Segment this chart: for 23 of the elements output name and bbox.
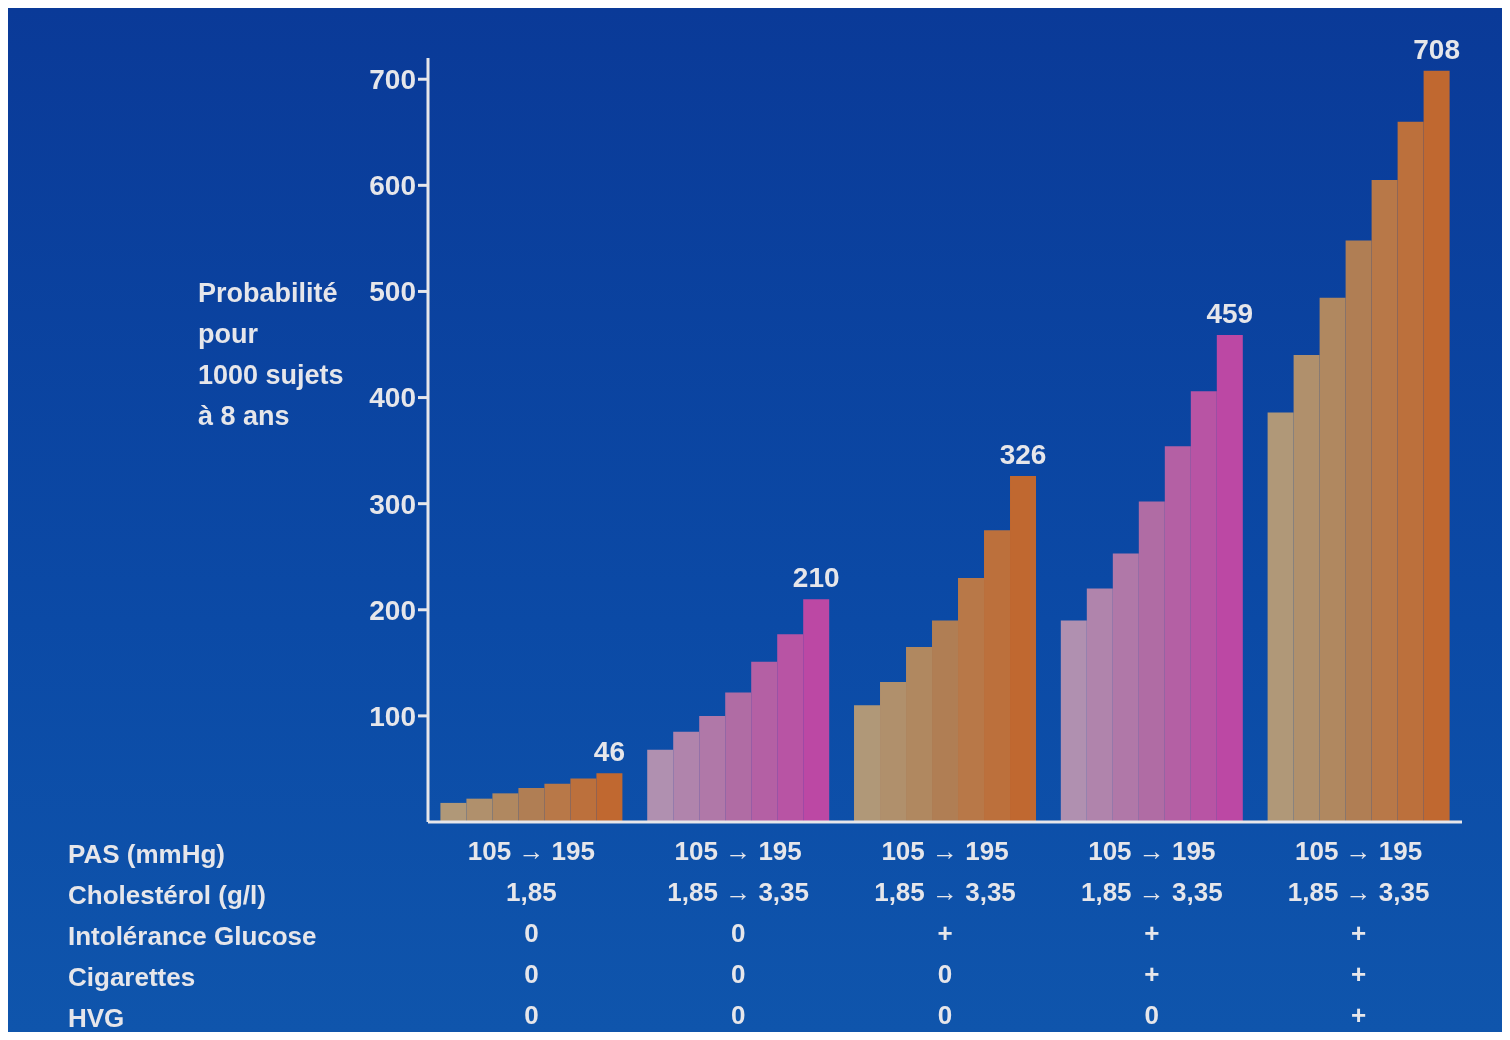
x-tick-label: 105 → 195 1,85 → 3,35 + + +	[1287, 836, 1430, 1030]
text: Intolérance Glucose	[68, 920, 317, 953]
y-tick-label: 500	[369, 276, 416, 308]
text: Cigarettes	[68, 961, 197, 994]
data-label: 210	[792, 562, 840, 594]
text: PAS (mmHg)	[68, 838, 226, 871]
x-tick-label: 105 → 195 1,85 → 3,35 + 0 0	[874, 836, 1016, 1030]
y-tick-label: 600	[369, 170, 416, 202]
data-label: 708	[1413, 33, 1460, 65]
x-tick-label: 105 → 195 1,85 → 3,35 + + 0	[1080, 836, 1223, 1030]
y-axis-title: Probabilité pour 1000 sujets à 8 ans	[198, 277, 344, 433]
y-tick-label: 700	[369, 64, 416, 96]
data-label: 459	[1206, 297, 1254, 329]
y-tick-label: 400	[369, 382, 416, 414]
y-tick-label: 100	[369, 700, 416, 732]
text: Cholestérol (g/l)	[68, 879, 267, 912]
x-tick-label: 105 → 195 1,85 0 0 0	[467, 836, 596, 1030]
x-tick-label: 105 → 195 1,85 → 3,35 0 0 0	[667, 836, 810, 1030]
data-label: 326	[999, 439, 1047, 471]
y-tick-label: 300	[369, 488, 416, 520]
text: HVG	[68, 1002, 126, 1035]
data-label: 46	[593, 736, 625, 768]
y-tick-label: 200	[369, 594, 416, 626]
